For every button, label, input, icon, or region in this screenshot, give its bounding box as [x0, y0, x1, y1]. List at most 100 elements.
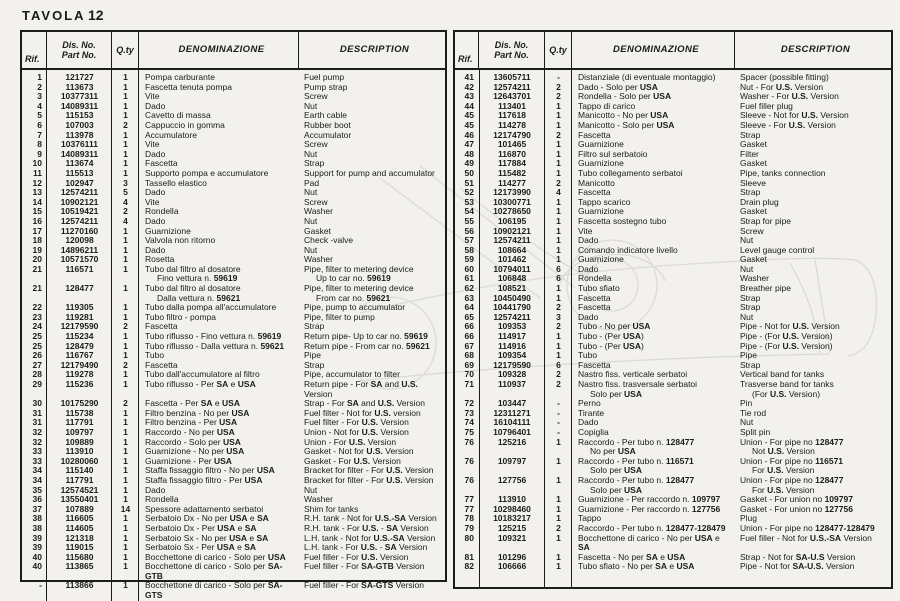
- cell-qty: 1: [123, 91, 128, 102]
- cell-qty: 6: [556, 263, 561, 274]
- cell-part-no: 113866: [65, 580, 94, 591]
- cell-rif: 49: [464, 158, 474, 169]
- table-row: 76 125216 1 Raccordo - Per tubo n. 128477 No…: [455, 436, 891, 457]
- table-row: 67 114916 1 Tubo - (Per USA) Pipe - (For U.S…: [455, 340, 891, 352]
- cell-description: Washer: [304, 254, 333, 265]
- cell-description: Nut: [740, 263, 754, 274]
- cell-rif: 43: [464, 91, 474, 102]
- cell-qty: 1: [123, 311, 128, 322]
- cell-part-no: 107003: [65, 119, 94, 130]
- cell-denominazione: Manicotto - No per USA: [578, 110, 669, 121]
- cell-description: Split pin: [740, 426, 771, 437]
- cell-qty: 1: [556, 148, 561, 159]
- table-row: 45 117618 1 Manicotto - No per USA Sleeve - …: [455, 111, 891, 121]
- cell-part-no: 13550401: [60, 494, 99, 505]
- cell-part-no: 109797: [497, 455, 527, 466]
- cell-description: Pipe - (For U.S. Version): [740, 340, 833, 351]
- cell-denominazione: Guarnizione - Per raccordo n. 127756: [578, 503, 721, 514]
- cell-qty: 1: [123, 235, 128, 246]
- cell-part-no: 12574211: [60, 187, 99, 198]
- cell-rif: 1: [37, 72, 42, 82]
- cell-qty: 4: [123, 196, 128, 207]
- cell-denominazione: Raccordo - Solo per USA: [145, 436, 241, 447]
- cell-rif: 3: [37, 91, 42, 102]
- cell-part-no: 14089311: [60, 148, 99, 159]
- table-row: 5 115153 1 Cavetto di massa Earth cable: [22, 111, 445, 121]
- cell-qty: 2: [123, 206, 128, 217]
- cell-denominazione: Serbatoio Dx - Per USA e SA: [145, 522, 257, 533]
- cell-description: Filter: [740, 148, 759, 159]
- cell-rif: 38: [32, 522, 42, 533]
- cell-qty: 2: [556, 302, 561, 313]
- cell-description: Fuel filter - Not for U.S. version: [304, 407, 421, 418]
- cell-rif: 64: [464, 302, 474, 313]
- table-row: 37 107889 14 Spessore adattamento serbatoi S…: [22, 504, 445, 515]
- cell-description: Return pipe - From car no. 59621: [304, 340, 430, 351]
- cell-denominazione: Filtro sul serbatoio: [578, 148, 648, 159]
- cell-denominazione: Dado: [145, 244, 166, 255]
- table-row: 13 12574211 5 Dado Nut: [22, 188, 445, 198]
- cell-qty: 1: [123, 263, 128, 274]
- parts-table-left: Rif. Dis. No. Part No. Q.ty DENOMINAZION…: [20, 30, 447, 601]
- cell-denominazione: Bocchettone di carico - No per USA e SA: [578, 532, 720, 553]
- col-header-part-no-label: Part No.: [61, 50, 97, 60]
- cell-rif: 23: [32, 311, 42, 322]
- cell-description: Sleeve - For U.S. Version: [740, 119, 836, 130]
- table-row: 33 10280060 1 Guarnizione - Per USA Gasket -…: [22, 456, 445, 467]
- table-row: 33 113910 1 Guarnizione - No per USA Gasket …: [22, 446, 445, 457]
- cell-rif: 13: [32, 187, 42, 198]
- table-row: 53 10300771 1 Tappo scarico Drain plug: [455, 196, 891, 208]
- cell-denominazione: Staffa fissaggio filtro - Per USA: [145, 474, 263, 485]
- cell-description: Washer: [304, 206, 333, 217]
- col-header-part-no: Dis. No. Part No.: [47, 32, 112, 68]
- cell-rif: 12: [32, 177, 42, 188]
- cell-description: Sleeve: [740, 177, 766, 188]
- cell-description: Union - For pipe no 128477-128479: [740, 522, 875, 533]
- cell-qty: 1: [556, 551, 561, 562]
- cell-description: Accumulator: [304, 129, 352, 140]
- cell-description: Strap: [740, 129, 761, 140]
- cell-qty: 1: [123, 283, 128, 294]
- table-row: 42 12574211 2 Dado - Solo per USA Nut - For …: [455, 82, 891, 93]
- cell-rif: 80: [464, 532, 474, 543]
- table-row: 50 115482 1 Tubo collegamento serbatoi Pipe,…: [455, 167, 891, 179]
- cell-qty: -: [557, 398, 560, 409]
- cell-rif: 77: [464, 503, 474, 514]
- cell-description: L.H. tank - For U.S. - SA Version: [304, 542, 428, 553]
- cell-qty: 1: [556, 436, 561, 447]
- table-row: 47 101465 1 Guarnizione Gasket: [455, 140, 891, 150]
- cell-rif: 45: [464, 119, 474, 130]
- table-row: 2 113673 1 Fascetta tenuta pompa Pump strap: [22, 82, 445, 93]
- cell-denominazione: Guarnizione - Per raccordo n. 109797: [578, 494, 721, 505]
- table-row: 10 113674 1 Fascetta Strap: [22, 159, 445, 169]
- cell-qty: 1: [556, 254, 561, 265]
- cell-description: Plug: [740, 513, 758, 524]
- cell-description: Washer: [304, 494, 333, 505]
- table-header-row: Rif. Dis. No. Part No. Q.ty DENOMINAZION…: [455, 32, 891, 70]
- cell-rif: 25: [32, 340, 42, 351]
- cell-description: Nut: [740, 235, 754, 246]
- cell-part-no: 12574211: [493, 311, 531, 322]
- cell-part-no: 117791: [65, 474, 94, 485]
- cell-denominazione: Supporto pompa e accumulatore: [145, 167, 269, 178]
- cell-denominazione: Rosetta: [145, 254, 175, 265]
- cell-rif: 31: [32, 417, 42, 428]
- cell-rif: 16: [32, 215, 42, 226]
- cell-rif: 56: [464, 225, 474, 236]
- cell-rif: 47: [464, 139, 474, 150]
- table-row: 8 10376111 1 Vite Screw: [22, 140, 445, 150]
- cell-rif: 24: [32, 321, 42, 332]
- cell-qty: 1: [556, 139, 561, 150]
- cell-description: Screw: [740, 225, 764, 236]
- cell-denominazione: Serbatoio Sx - Per USA e SA: [145, 542, 257, 553]
- cell-rif: 10: [32, 158, 42, 169]
- cell-qty: 1: [556, 167, 561, 178]
- table-row: 31 115738 1 Filtro benzina - No per USA Fuel…: [22, 407, 445, 419]
- cell-qty: 1: [123, 465, 128, 476]
- cell-part-no: 10278650: [493, 206, 531, 217]
- cell-denominazione: Cavetto di massa: [145, 110, 211, 121]
- cell-qty: 1: [556, 196, 561, 207]
- cell-qty: 1: [556, 225, 561, 236]
- cell-description: Nut: [304, 244, 318, 255]
- cell-denominazione: Guarnizione: [578, 254, 624, 265]
